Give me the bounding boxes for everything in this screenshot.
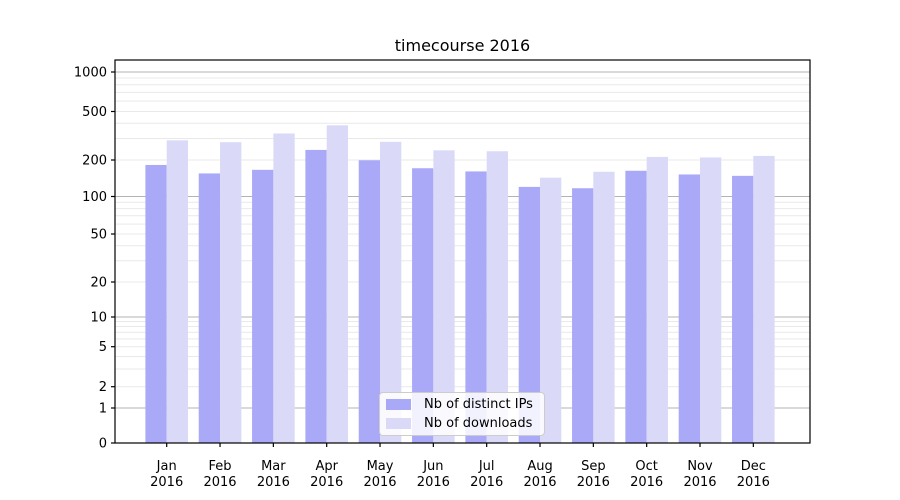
bar-downloads-may — [380, 141, 402, 443]
legend: Nb of distinct IPs Nb of downloads — [379, 392, 545, 436]
bar-downloads-jul — [486, 151, 508, 443]
x-tick-label-oct: Oct — [635, 459, 657, 474]
y-tick-label-1: 1 — [99, 402, 107, 417]
x-tick-sublabel-dec: 2016 — [737, 475, 770, 490]
legend-swatch-distinct-ips — [386, 399, 411, 411]
bar-ips-jul — [465, 171, 487, 443]
x-tick-label-mar: Mar — [261, 459, 286, 474]
legend-swatch-downloads — [386, 417, 411, 429]
bar-downloads-jan — [166, 140, 188, 444]
x-tick-sublabel-apr: 2016 — [310, 475, 343, 490]
y-tick-label-10: 10 — [90, 311, 107, 326]
bar-ips-dec — [732, 175, 754, 443]
y-tick-label-2: 2 — [99, 380, 107, 395]
y-tick-label-1000: 1000 — [74, 66, 107, 81]
x-tick-label-feb: Feb — [209, 459, 232, 474]
legend-label-downloads: Nb of downloads — [424, 415, 533, 431]
bar-downloads-nov — [700, 157, 722, 444]
x-tick-sublabel-oct: 2016 — [630, 475, 663, 490]
x-tick-label-jul: Jul — [478, 459, 495, 474]
x-tick-sublabel-jun: 2016 — [417, 475, 450, 490]
legend-item-distinct-ips: Nb of distinct IPs — [386, 396, 538, 414]
bar-downloads-mar — [273, 133, 295, 443]
bar-downloads-oct — [646, 156, 668, 444]
bar-downloads-jun — [433, 150, 455, 443]
bar-ips-jun — [412, 168, 434, 443]
legend-label-distinct-ips: Nb of distinct IPs — [424, 397, 533, 413]
x-tick-label-jan: Jan — [156, 459, 177, 474]
bar-ips-nov — [678, 174, 700, 443]
bar-ips-may — [358, 160, 381, 443]
x-tick-label-jun: Jun — [422, 459, 443, 474]
y-tick-label-50: 50 — [90, 228, 107, 243]
y-tick-label-0: 0 — [99, 437, 107, 452]
bar-downloads-apr — [326, 125, 348, 444]
x-tick-sublabel-may: 2016 — [363, 475, 396, 490]
bar-ips-jan — [145, 164, 167, 443]
x-tick-sublabel-jan: 2016 — [150, 475, 183, 490]
bar-downloads-dec — [753, 155, 775, 443]
y-tick-label-500: 500 — [82, 105, 107, 120]
x-tick-label-may: May — [367, 459, 394, 474]
x-tick-sublabel-aug: 2016 — [523, 475, 556, 490]
x-tick-label-sep: Sep — [581, 459, 606, 474]
bar-downloads-sep — [593, 171, 615, 444]
bar-ips-aug — [518, 186, 541, 444]
x-tick-label-apr: Apr — [315, 459, 338, 474]
bar-ips-oct — [625, 170, 647, 444]
x-tick-label-nov: Nov — [687, 459, 713, 474]
bar-ips-mar — [252, 169, 274, 443]
bar-ips-apr — [305, 149, 327, 443]
chart-title: timecourse 2016 — [394, 36, 531, 55]
bar-ips-sep — [572, 188, 594, 443]
x-tick-sublabel-feb: 2016 — [203, 475, 236, 490]
plot-frame — [114, 59, 811, 444]
x-tick-label-aug: Aug — [527, 459, 552, 474]
y-tick-label-20: 20 — [90, 276, 107, 291]
bar-downloads-aug — [540, 177, 562, 443]
bar-ips-feb — [198, 173, 221, 443]
x-tick-label-dec: Dec — [741, 459, 766, 474]
y-tick-label-200: 200 — [82, 154, 107, 169]
x-tick-sublabel-sep: 2016 — [577, 475, 610, 490]
legend-item-downloads: Nb of downloads — [386, 414, 538, 432]
x-tick-sublabel-nov: 2016 — [683, 475, 716, 490]
bar-downloads-feb — [220, 142, 242, 444]
y-tick-label-100: 100 — [82, 190, 107, 205]
x-tick-sublabel-jul: 2016 — [470, 475, 503, 490]
x-tick-sublabel-mar: 2016 — [257, 475, 290, 490]
y-tick-label-5: 5 — [99, 340, 107, 355]
